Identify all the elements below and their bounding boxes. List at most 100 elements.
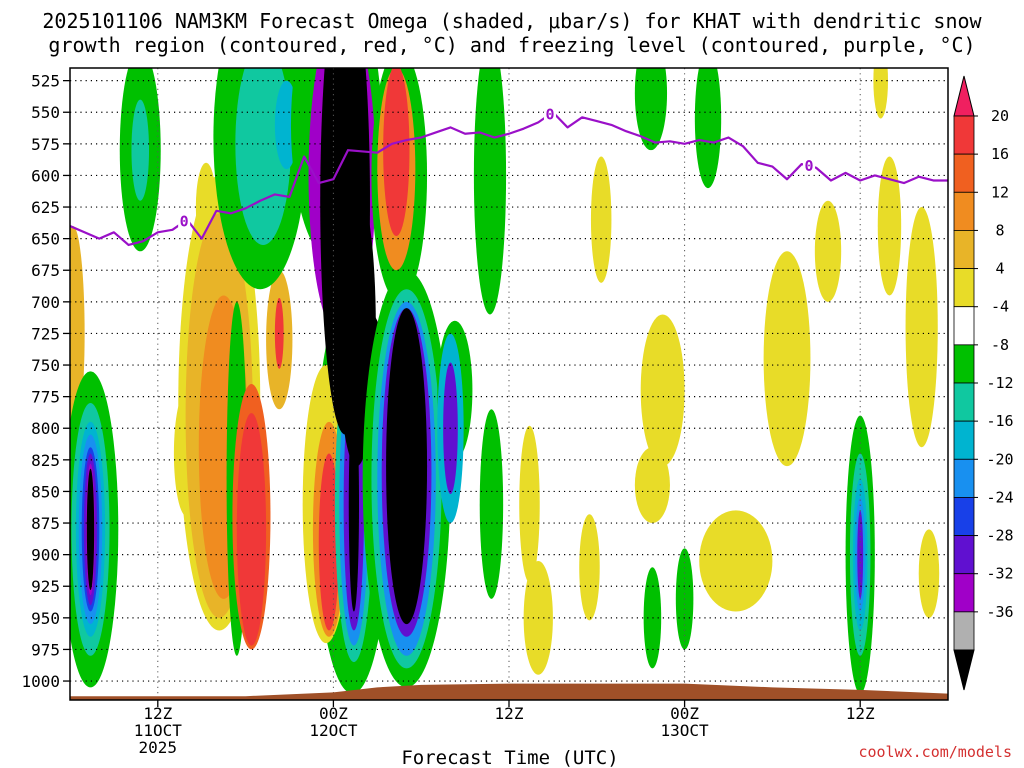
colorbar-label-11: -28 xyxy=(986,527,1013,545)
colorbar-label-13: -36 xyxy=(986,603,1013,621)
omega-area-55 xyxy=(590,156,612,283)
y-tick-label-975: 975 xyxy=(31,640,60,659)
colorbar-label-8: -16 xyxy=(986,412,1013,430)
omega-area-18 xyxy=(236,413,267,646)
omega-area-57 xyxy=(694,68,722,189)
omega-area-61 xyxy=(763,251,811,467)
colorbar-top-arrow xyxy=(953,75,975,117)
colorbar-swatch-12 xyxy=(953,535,975,575)
colorbar-swatch-4 xyxy=(953,230,975,269)
y-tick-label-1000: 1000 xyxy=(21,672,60,691)
freezing-label-bg-1 xyxy=(543,106,556,123)
colorbar-swatch-5 xyxy=(953,268,975,308)
omega-shading-layer xyxy=(70,68,940,694)
omega-area-56 xyxy=(634,68,668,151)
x-tick-label-12-2: 2025 xyxy=(139,738,178,757)
omega-area-20 xyxy=(274,298,284,369)
colorbar-swatch-6 xyxy=(953,306,975,346)
omega-area-53 xyxy=(634,447,670,524)
colorbar-swatch-9 xyxy=(953,420,975,460)
colorbar-swatch-2 xyxy=(953,153,975,193)
colorbar: 20 16 12 8 4 -4 -8 -12 -16 -20 -24 -28 -32 -36 xyxy=(953,75,1014,691)
y-tick-label-850: 850 xyxy=(31,482,60,501)
colorbar-label-4: 4 xyxy=(995,260,1004,278)
colorbar-label-0: 20 xyxy=(991,107,1009,125)
omega-area-63 xyxy=(877,156,902,296)
omega-area-62 xyxy=(814,200,842,302)
colorbar-label-3: 8 xyxy=(995,221,1004,239)
omega-area-60 xyxy=(699,510,773,612)
terrain-fill xyxy=(70,683,948,700)
omega-area-50 xyxy=(519,425,540,583)
y-tick-label-675: 675 xyxy=(31,261,60,280)
colorbar-label-10: -24 xyxy=(986,488,1013,506)
omega-area-54 xyxy=(640,314,685,467)
colorbar-swatch-11 xyxy=(953,497,975,536)
colorbar-swatch-3 xyxy=(953,191,975,231)
y-tick-label-875: 875 xyxy=(31,514,60,533)
x-tick-label-60-0: 12Z xyxy=(846,704,875,723)
colorbar-swatch-13 xyxy=(953,573,975,613)
y-tick-label-925: 925 xyxy=(31,577,60,596)
colorbar-swatch-8 xyxy=(953,382,975,422)
colorbar-swatch-1 xyxy=(953,115,975,155)
chart-title-line-2: growth region (contoured, red, °C) and f… xyxy=(48,33,975,57)
colorbar-label-9: -20 xyxy=(986,450,1013,468)
omega-area-49 xyxy=(479,409,504,599)
omega-area-44 xyxy=(386,308,428,625)
x-tick-label-48-1: 13OCT xyxy=(661,721,710,740)
colorbar-label-1: 16 xyxy=(991,145,1009,163)
y-tick-label-625: 625 xyxy=(31,198,60,217)
colorbar-bottom-arrow xyxy=(953,649,975,691)
colorbar-label-7: -12 xyxy=(986,374,1013,392)
y-tick-label-825: 825 xyxy=(31,451,60,470)
y-tick-label-650: 650 xyxy=(31,230,60,249)
x-axis-title: Forecast Time (UTC) xyxy=(401,747,618,768)
colorbar-swatch-7 xyxy=(953,344,975,384)
y-axis: 525 550 575 600 625 650 675 700 725 750 775 800 825 8… xyxy=(21,72,70,691)
omega-area-64 xyxy=(905,207,938,448)
freezing-label-bg-2 xyxy=(802,157,815,174)
y-tick-label-800: 800 xyxy=(31,419,60,438)
y-tick-label-550: 550 xyxy=(31,103,60,122)
y-tick-label-775: 775 xyxy=(31,388,60,407)
omega-area-66 xyxy=(918,529,940,618)
x-tick-label-24-1: 12OCT xyxy=(309,721,358,740)
y-tick-label-700: 700 xyxy=(31,293,60,312)
omega-area-10 xyxy=(131,99,150,201)
colorbar-label-5: -4 xyxy=(991,298,1009,316)
freezing-level-label-2: 0 xyxy=(804,157,813,175)
x-tick-label-48-0: 00Z xyxy=(670,704,699,723)
chart-title-line-1: 2025101106 NAM3KM Forecast Omega (shaded… xyxy=(42,9,982,33)
y-tick-label-725: 725 xyxy=(31,324,60,343)
y-tick-label-950: 950 xyxy=(31,609,60,628)
y-tick-label-900: 900 xyxy=(31,546,60,565)
terrain-layer xyxy=(70,683,948,700)
omega-area-48 xyxy=(473,68,507,315)
colorbar-swatch-14 xyxy=(953,611,975,651)
y-tick-label-750: 750 xyxy=(31,356,60,375)
freezing-level-layer: 0 0 0 xyxy=(70,105,948,247)
freezing-label-bg-0 xyxy=(178,213,191,230)
colorbar-swatch-10 xyxy=(953,458,975,498)
colorbar-label-2: 12 xyxy=(991,183,1009,201)
freezing-level-label-0: 0 xyxy=(180,213,189,231)
freezing-level-label-1: 0 xyxy=(545,105,554,123)
y-tick-label-525: 525 xyxy=(31,72,60,91)
y-tick-label-575: 575 xyxy=(31,135,60,154)
x-tick-label-36-0: 12Z xyxy=(495,704,524,723)
omega-area-71 xyxy=(857,510,864,599)
omega-area-8 xyxy=(86,468,95,591)
omega-area-52 xyxy=(579,514,600,621)
y-tick-label-600: 600 xyxy=(31,166,60,185)
colorbar-label-12: -32 xyxy=(986,565,1013,583)
gridlines xyxy=(70,68,948,700)
omega-area-39 xyxy=(383,68,410,237)
x-tick-label-24-0: 00Z xyxy=(319,704,348,723)
omega-area-27 xyxy=(318,453,340,631)
colorbar-label-6: -8 xyxy=(991,336,1009,354)
x-tick-label-12-1: 11OCT xyxy=(134,721,183,740)
x-tick-label-12-0: 12Z xyxy=(143,704,172,723)
